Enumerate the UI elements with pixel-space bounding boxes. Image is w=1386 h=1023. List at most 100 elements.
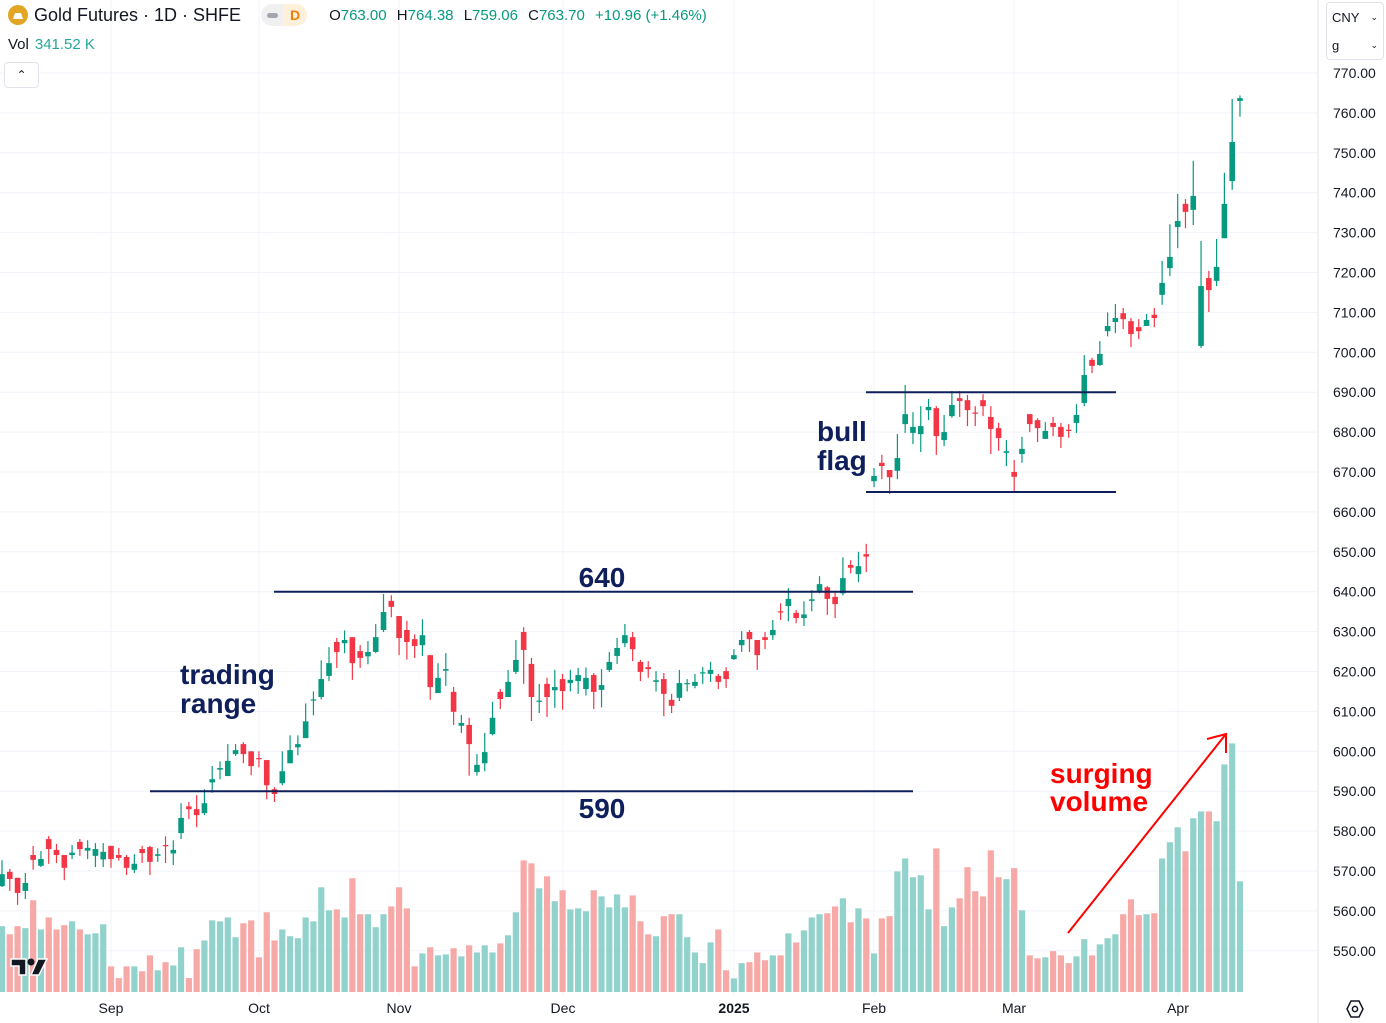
candle-body — [14, 877, 21, 893]
candle — [435, 663, 441, 694]
candle-body — [528, 663, 535, 698]
low-value: 759.06 — [472, 6, 518, 24]
candle-body — [886, 470, 893, 478]
candle-body — [1050, 422, 1056, 427]
candle-body — [1167, 256, 1173, 269]
candle — [1089, 357, 1095, 374]
volume-bar — [1221, 764, 1228, 992]
candle — [365, 641, 371, 665]
candle-body — [520, 631, 527, 650]
chevron-down-icon: ⌄ — [1370, 11, 1378, 22]
volume-bar — [442, 954, 449, 992]
interval-badge: D — [283, 4, 308, 26]
unit-dropdown[interactable]: g ⌄ — [1327, 31, 1383, 59]
price-tick-label: 680.00 — [1333, 424, 1376, 440]
tradingview-logo[interactable] — [10, 956, 48, 978]
candle-body — [209, 779, 216, 783]
candle-body — [972, 412, 979, 414]
candle — [1120, 308, 1126, 330]
time-tick-label: Dec — [551, 1000, 576, 1016]
candle — [1026, 414, 1033, 433]
collapse-legend-button[interactable]: ⌃ — [4, 62, 39, 88]
symbol-title[interactable]: Gold Futures · 1D · SHFE — [34, 4, 242, 25]
symbol-legend: Gold Futures · 1D · SHFE D O763.00 H764.… — [8, 4, 713, 26]
candle-body — [614, 647, 620, 656]
candle — [1065, 424, 1072, 438]
candle — [1237, 95, 1243, 117]
high-label: H — [396, 6, 408, 24]
candle — [949, 391, 955, 418]
candle — [668, 693, 675, 713]
candle — [333, 637, 340, 668]
volume-bar — [411, 966, 418, 992]
candle-body — [661, 679, 667, 694]
candle-body — [1042, 430, 1049, 439]
candle-body — [435, 677, 441, 694]
candle-body — [1198, 286, 1204, 346]
candle-body — [139, 849, 145, 854]
volume-bar — [512, 912, 519, 992]
volume-bar — [972, 891, 979, 992]
candle-body — [668, 699, 675, 706]
candle-body — [0, 874, 5, 887]
volume-bar — [816, 914, 823, 992]
candle — [699, 667, 706, 684]
candle-body — [69, 852, 75, 856]
candle-body — [1159, 282, 1165, 295]
volume-bar — [1151, 913, 1158, 992]
price-tick-label: 640.00 — [1333, 584, 1376, 600]
market-status-badge[interactable]: D — [261, 4, 308, 26]
candle-body — [552, 687, 558, 691]
volume-bar — [1050, 951, 1057, 992]
volume-bar — [1205, 811, 1212, 992]
price-tick-label: 580.00 — [1333, 823, 1376, 839]
price-axis[interactable]: 770.00 760.00 750.00 740.00 730.00 720.00 710.… — [1333, 65, 1376, 959]
candle-body — [450, 691, 457, 712]
candle-body — [497, 691, 504, 700]
candle — [653, 671, 659, 692]
candle-body — [1058, 426, 1064, 437]
candle — [372, 624, 379, 654]
candle — [1198, 240, 1204, 348]
candle — [396, 616, 402, 656]
candle-body — [731, 655, 737, 660]
candle — [1143, 313, 1150, 326]
candle — [147, 845, 153, 875]
candle-body — [248, 751, 254, 767]
candle — [178, 803, 184, 840]
low-label: L — [463, 6, 473, 24]
candle — [388, 595, 395, 618]
candle — [232, 744, 239, 757]
volume-bar — [652, 936, 660, 992]
volume-bar — [372, 927, 379, 992]
candle-body — [201, 803, 208, 814]
candle — [738, 631, 745, 652]
candle-body — [793, 612, 799, 619]
high-value: 764.38 — [407, 6, 454, 24]
candle — [622, 624, 628, 648]
candle — [154, 848, 161, 862]
candle-body — [287, 750, 293, 764]
volume-bar — [240, 923, 247, 992]
candle — [193, 795, 200, 828]
candle — [933, 406, 940, 455]
time-axis[interactable]: Sep Oct Nov Dec 2025 Feb Mar Apr — [99, 1000, 1190, 1016]
candle-body — [318, 679, 325, 698]
candle — [770, 620, 776, 640]
volume-bar — [419, 953, 426, 992]
currency-dropdown[interactable]: CNY ⌄ — [1327, 3, 1383, 31]
candle — [1073, 404, 1080, 433]
candle-body — [777, 611, 784, 613]
settings-icon[interactable] — [1345, 999, 1365, 1019]
candle-body — [684, 683, 690, 685]
candle — [879, 454, 885, 480]
candle — [443, 653, 449, 686]
volume-bar — [1213, 821, 1220, 992]
candle-body — [980, 400, 986, 407]
level-label-590: 590 — [579, 793, 626, 824]
volume-bar — [489, 952, 496, 992]
candle — [380, 594, 387, 632]
candle — [1104, 312, 1111, 337]
candle — [108, 845, 114, 868]
